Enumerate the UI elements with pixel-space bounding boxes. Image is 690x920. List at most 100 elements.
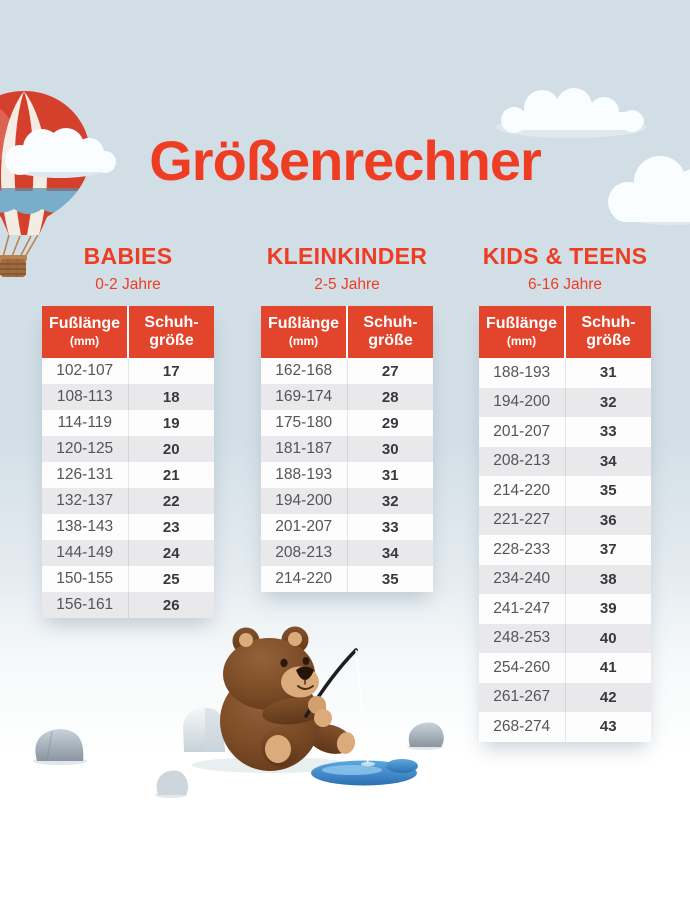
table-row: 181-187 30 <box>261 436 433 462</box>
shoe-size-value: 33 <box>381 518 399 536</box>
table-body: 188-193 31 194-200 32 201-207 33 208-213 34 214-… <box>479 358 651 742</box>
table-header: Fußlänge (mm) Schuh- größe <box>42 306 214 358</box>
foot-length-value: 138-143 <box>42 514 129 540</box>
table-row: 228-233 37 <box>479 535 651 565</box>
table-row: 194-200 32 <box>261 488 433 514</box>
foot-length-value: 214-220 <box>479 476 566 506</box>
foot-length-value: 188-193 <box>261 462 348 488</box>
foot-length-value: 214-220 <box>261 566 348 592</box>
table-row: 120-125 20 <box>42 436 214 462</box>
table-row: 194-200 32 <box>479 387 651 417</box>
water-ripple <box>361 761 375 767</box>
table-row: 108-113 18 <box>42 384 214 410</box>
table-header: Fußlänge (mm) Schuh- größe <box>261 306 433 358</box>
shoe-size-value: 43 <box>599 718 617 736</box>
table-row: 114-119 19 <box>42 410 214 436</box>
foot-length-column-header: Fußlänge (mm) <box>261 306 348 358</box>
shoe-size-value: 33 <box>599 423 617 441</box>
table-row: 214-220 35 <box>479 476 651 506</box>
table-body: 162-168 27 169-174 28 175-180 29 181-187 30 188-… <box>261 358 433 592</box>
shoe-size-value: 21 <box>162 466 180 484</box>
bear-eye <box>280 658 288 668</box>
size-table-kids-teens: Fußlänge (mm) Schuh- größe 188-193 31 194-… <box>479 306 651 742</box>
size-table-babies: Fußlänge (mm) Schuh- größe 102-107 17 108-… <box>42 306 214 618</box>
foot-length-value: 132-137 <box>42 488 129 514</box>
table-row: 169-174 28 <box>261 384 433 410</box>
age-range: 6-16 Jahre <box>527 276 603 293</box>
cloud-icon <box>608 156 690 225</box>
shoe-size-value: 37 <box>599 541 617 559</box>
shoe-size-value: 38 <box>599 570 617 588</box>
shoe-size-value: 32 <box>381 492 399 510</box>
table-row: 175-180 29 <box>261 410 433 436</box>
shoe-size-value: 19 <box>162 414 180 432</box>
shoe-size-value: 23 <box>162 518 180 536</box>
table-row: 241-247 39 <box>479 594 651 624</box>
cloud-icon <box>5 128 116 178</box>
section-heading: KLEINKINDER <box>266 243 428 269</box>
foot-length-value: 194-200 <box>261 488 348 514</box>
foot-length-value: 208-213 <box>479 446 566 476</box>
foot-length-value: 234-240 <box>479 564 566 594</box>
foot-length-column-header: Fußlänge (mm) <box>42 306 129 358</box>
table-row: 138-143 23 <box>42 514 214 540</box>
foot-length-value: 120-125 <box>42 436 129 462</box>
table-row: 254-260 41 <box>479 653 651 683</box>
foot-length-value: 261-267 <box>479 682 566 712</box>
water-puddle <box>311 759 418 786</box>
table-row: 188-193 31 <box>261 462 433 488</box>
foot-length-value: 248-253 <box>479 623 566 653</box>
shoe-size-value: 35 <box>381 570 399 588</box>
shoe-size-value: 41 <box>599 659 617 677</box>
foot-length-value: 268-274 <box>479 712 566 742</box>
shoe-size-value: 31 <box>381 466 399 484</box>
section-heading: BABIES <box>83 243 173 269</box>
table-row: 102-107 17 <box>42 358 214 384</box>
shoe-size-value: 27 <box>381 362 399 380</box>
foot-length-value: 194-200 <box>479 387 566 417</box>
shoe-size-value: 20 <box>162 440 180 458</box>
shoe-size-value: 25 <box>162 570 180 588</box>
table-row: 268-274 43 <box>479 712 651 742</box>
stone <box>156 770 188 795</box>
table-row: 126-131 21 <box>42 462 214 488</box>
foot-length-value: 162-168 <box>261 358 348 384</box>
rock <box>183 706 225 752</box>
bear-eye <box>302 657 310 665</box>
stone <box>408 722 444 747</box>
shoe-size-value: 29 <box>381 414 399 432</box>
foot-length-value: 108-113 <box>42 384 129 410</box>
table-row: 261-267 42 <box>479 682 651 712</box>
table-row: 208-213 34 <box>479 446 651 476</box>
size-table-kleinkinder: Fußlänge (mm) Schuh- größe 162-168 27 169-… <box>261 306 433 592</box>
section-babies: BABIES 0-2 Jahre Fußlänge (mm) Schuh- gr… <box>42 243 214 618</box>
shoe-size-value: 24 <box>162 544 180 562</box>
foot-length-value: 208-213 <box>261 540 348 566</box>
foot-length-value: 221-227 <box>479 505 566 535</box>
section-kleinkinder: KLEINKINDER 2-5 Jahre Fußlänge (mm) Schu… <box>261 243 433 592</box>
table-row: 201-207 33 <box>261 514 433 540</box>
shoe-size-column-header: Schuh- größe <box>363 313 418 349</box>
foot-length-value: 201-207 <box>261 514 348 540</box>
foot-length-value: 126-131 <box>42 462 129 488</box>
shoe-size-value: 42 <box>599 688 617 706</box>
age-range: 2-5 Jahre <box>314 276 380 293</box>
table-row: 214-220 35 <box>261 566 433 592</box>
shoe-size-column-header: Schuh- größe <box>144 313 199 349</box>
foot-length-value: 114-119 <box>42 410 129 436</box>
fishing-line <box>355 649 369 765</box>
foot-length-value: 169-174 <box>261 384 348 410</box>
foot-length-value: 144-149 <box>42 540 129 566</box>
shoe-size-value: 34 <box>599 452 617 470</box>
bear-paw <box>314 709 332 727</box>
table-row: 208-213 34 <box>261 540 433 566</box>
foot-length-value: 150-155 <box>42 566 129 592</box>
table-row: 221-227 36 <box>479 505 651 535</box>
foot-length-value: 188-193 <box>479 358 566 388</box>
shoe-size-value: 28 <box>381 388 399 406</box>
foot-length-value: 175-180 <box>261 410 348 436</box>
foot-length-value: 228-233 <box>479 535 566 565</box>
table-header: Fußlänge (mm) Schuh- größe <box>479 306 651 358</box>
shoe-size-value: 39 <box>599 600 617 618</box>
